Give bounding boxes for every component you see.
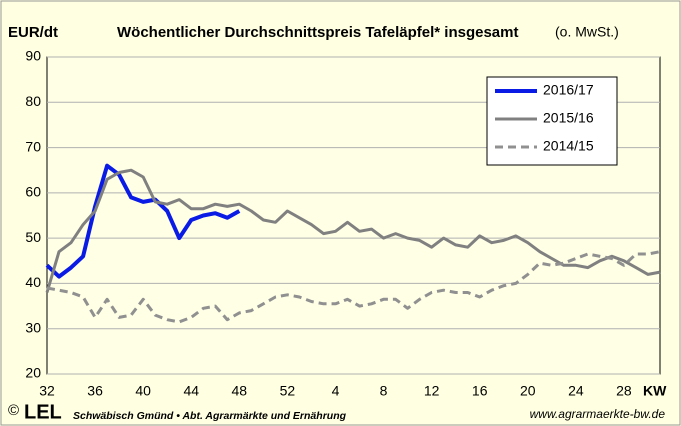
x-tick-label: 52 [280,383,296,399]
series-line [45,163,241,279]
y-tick-label: 30 [25,319,41,335]
legend-label: 2014/15 [543,138,594,154]
y-tick-label: 60 [25,184,41,200]
x-tick-label: 32 [39,383,55,399]
x-tick-label: 40 [135,383,151,399]
series-line [45,168,661,293]
x-tick-label: 16 [472,383,488,399]
y-tick-label: 50 [25,229,41,245]
organization: Schwäbisch Gmünd • Abt. Agrarmärkte und … [73,410,347,422]
x-tick-label: 20 [520,383,536,399]
x-tick-label: 44 [183,383,199,399]
x-tick-label: 28 [616,383,632,399]
chart-title: Wöchentlicher Durchschnittspreis Tafeläp… [117,24,518,41]
x-tick-label: 4 [332,383,340,399]
legend-label: 2016/17 [543,82,594,98]
copyright: © [8,402,19,419]
y-tick-label: 80 [25,93,41,109]
y-tick-label: 90 [25,48,41,64]
y-axis-label: EUR/dt [8,24,58,41]
x-tick-label: 48 [232,383,248,399]
series-line [46,250,661,324]
y-tick-label: 70 [25,138,41,154]
x-tick-label: 36 [87,383,103,399]
legend-label: 2015/16 [543,110,594,126]
website: www.agrarmaerkte-bw.de [530,407,666,421]
y-tick-label: 20 [25,365,41,381]
y-tick-label: 40 [25,274,41,290]
x-tick-label: 12 [424,383,440,399]
chart-title-note: (o. MwSt.) [555,24,619,40]
x-tick-label: 8 [380,383,388,399]
logo: LEL [24,401,62,423]
x-tick-label: 24 [568,383,584,399]
x-axis-label: KW [643,383,667,399]
